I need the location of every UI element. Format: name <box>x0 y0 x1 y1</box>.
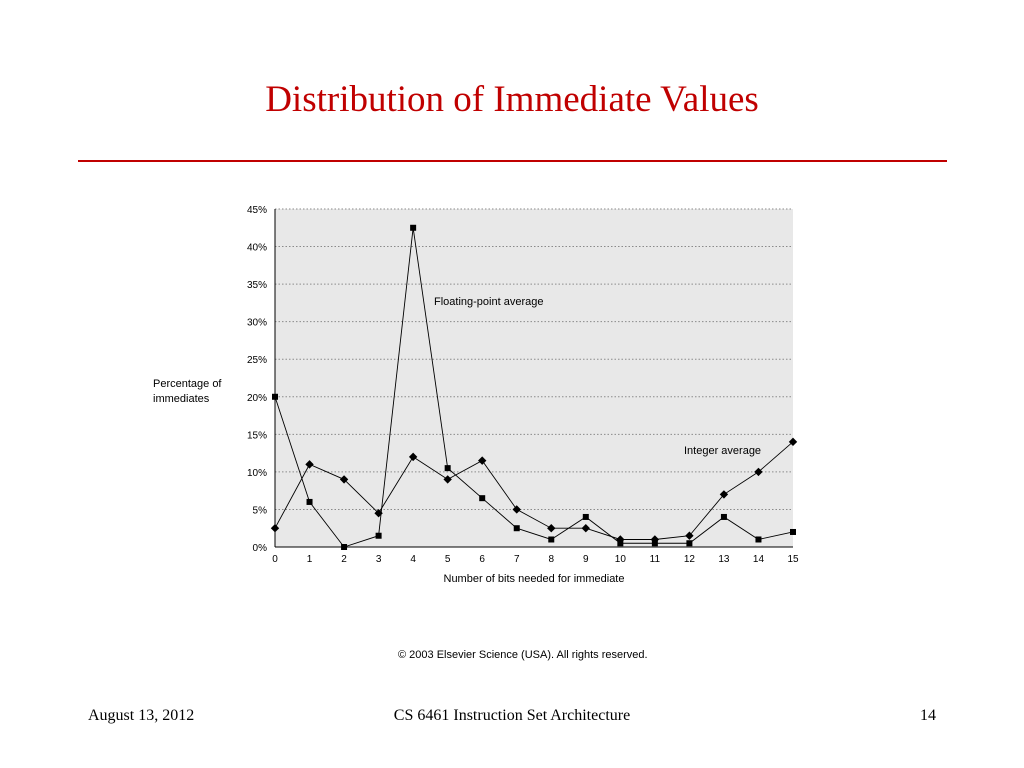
point-int-0 <box>270 524 280 533</box>
axes <box>274 209 793 548</box>
point-int-2 <box>339 475 349 484</box>
point-fp-7 <box>513 525 520 532</box>
point-int-5 <box>443 475 452 484</box>
point-int-7 <box>512 505 521 514</box>
point-int-14 <box>754 467 763 477</box>
x-tick-label-8: 8 <box>548 554 554 565</box>
y-tick-label-35: 35% <box>247 280 267 291</box>
y-tick-label-45: 45% <box>247 205 267 216</box>
point-fp-9 <box>582 513 589 520</box>
point-int-11 <box>650 535 660 544</box>
y-tick-label-25: 25% <box>247 355 267 366</box>
point-int-8 <box>547 524 556 533</box>
point-fp-14 <box>755 536 762 543</box>
footer-date: August 13, 2012 <box>88 707 195 724</box>
point-int-15 <box>788 437 798 447</box>
y-tick-label-0: 0% <box>253 543 268 554</box>
point-int-9 <box>581 524 590 533</box>
x-tick-label-13: 13 <box>718 554 730 565</box>
point-fp-3 <box>375 532 382 539</box>
x-tick-label-11: 11 <box>650 554 661 565</box>
x-tick-label-12: 12 <box>684 554 696 565</box>
x-tick-label-1: 1 <box>307 554 313 565</box>
series-line-1 <box>274 441 794 540</box>
point-fp-5 <box>444 465 451 472</box>
point-fp-6 <box>479 495 486 502</box>
footer-course-title: CS 6461 Instruction Set Architecture <box>393 707 631 724</box>
point-fp-13 <box>720 513 727 520</box>
y-tick-label-40: 40% <box>247 243 267 254</box>
point-fp-0 <box>272 393 278 400</box>
point-int-4 <box>408 452 418 462</box>
point-int-6 <box>478 456 487 465</box>
footer-page-number: 14 <box>920 707 936 724</box>
y-tick-label-15: 15% <box>247 430 267 441</box>
gridlines <box>275 208 793 510</box>
point-fp-8 <box>548 536 555 543</box>
y-tick-label-20: 20% <box>247 393 267 404</box>
x-tick-label-7: 7 <box>514 554 520 565</box>
y-tick-label-30: 30% <box>247 318 267 329</box>
point-fp-1 <box>306 498 313 505</box>
point-int-10 <box>616 535 625 544</box>
y-axis-label-line-2: immediates <box>153 393 210 405</box>
series-label-floating-point: Floating-point average <box>434 296 543 308</box>
y-axis-label-line-1: Percentage of <box>153 378 222 390</box>
point-int-1 <box>305 460 314 469</box>
x-axis-label: Number of bits needed for immediate <box>444 573 625 585</box>
x-tick-label-4: 4 <box>410 554 416 565</box>
point-fp-15 <box>790 528 796 535</box>
x-tick-label-15: 15 <box>787 554 799 565</box>
point-fp-2 <box>341 544 348 550</box>
series-label-integer: Integer average <box>684 445 761 457</box>
y-tick-label-5: 5% <box>253 505 268 516</box>
plot-background <box>275 209 793 547</box>
series-lines <box>274 227 794 548</box>
y-tick-label-10: 10% <box>247 468 267 479</box>
y-tick-labels: 0% 5% 10% 15% 20% 25% 30% 35% 40% 45% <box>247 205 267 554</box>
x-tick-label-0: 0 <box>272 554 278 565</box>
point-fp-12 <box>686 540 693 547</box>
x-tick-label-6: 6 <box>479 554 485 565</box>
series-markers <box>270 224 798 550</box>
point-int-3 <box>374 509 383 518</box>
copyright-notice: © 2003 Elsevier Science (USA). All right… <box>398 649 648 661</box>
x-tick-label-14: 14 <box>753 554 765 565</box>
x-tick-label-9: 9 <box>583 554 589 565</box>
point-int-12 <box>685 531 694 540</box>
x-tick-label-2: 2 <box>341 554 347 565</box>
x-tick-labels: 0 1 2 3 4 5 6 7 8 9 10 11 12 13 14 15 <box>272 554 799 565</box>
title-divider <box>78 160 947 162</box>
point-fp-4 <box>410 224 417 231</box>
slide-title: Distribution of Immediate Values <box>265 79 759 120</box>
x-tick-label-10: 10 <box>615 554 627 565</box>
x-tick-label-5: 5 <box>445 554 451 565</box>
x-tick-label-3: 3 <box>376 554 382 565</box>
series-line-0 <box>274 227 794 548</box>
point-int-13 <box>719 490 729 499</box>
